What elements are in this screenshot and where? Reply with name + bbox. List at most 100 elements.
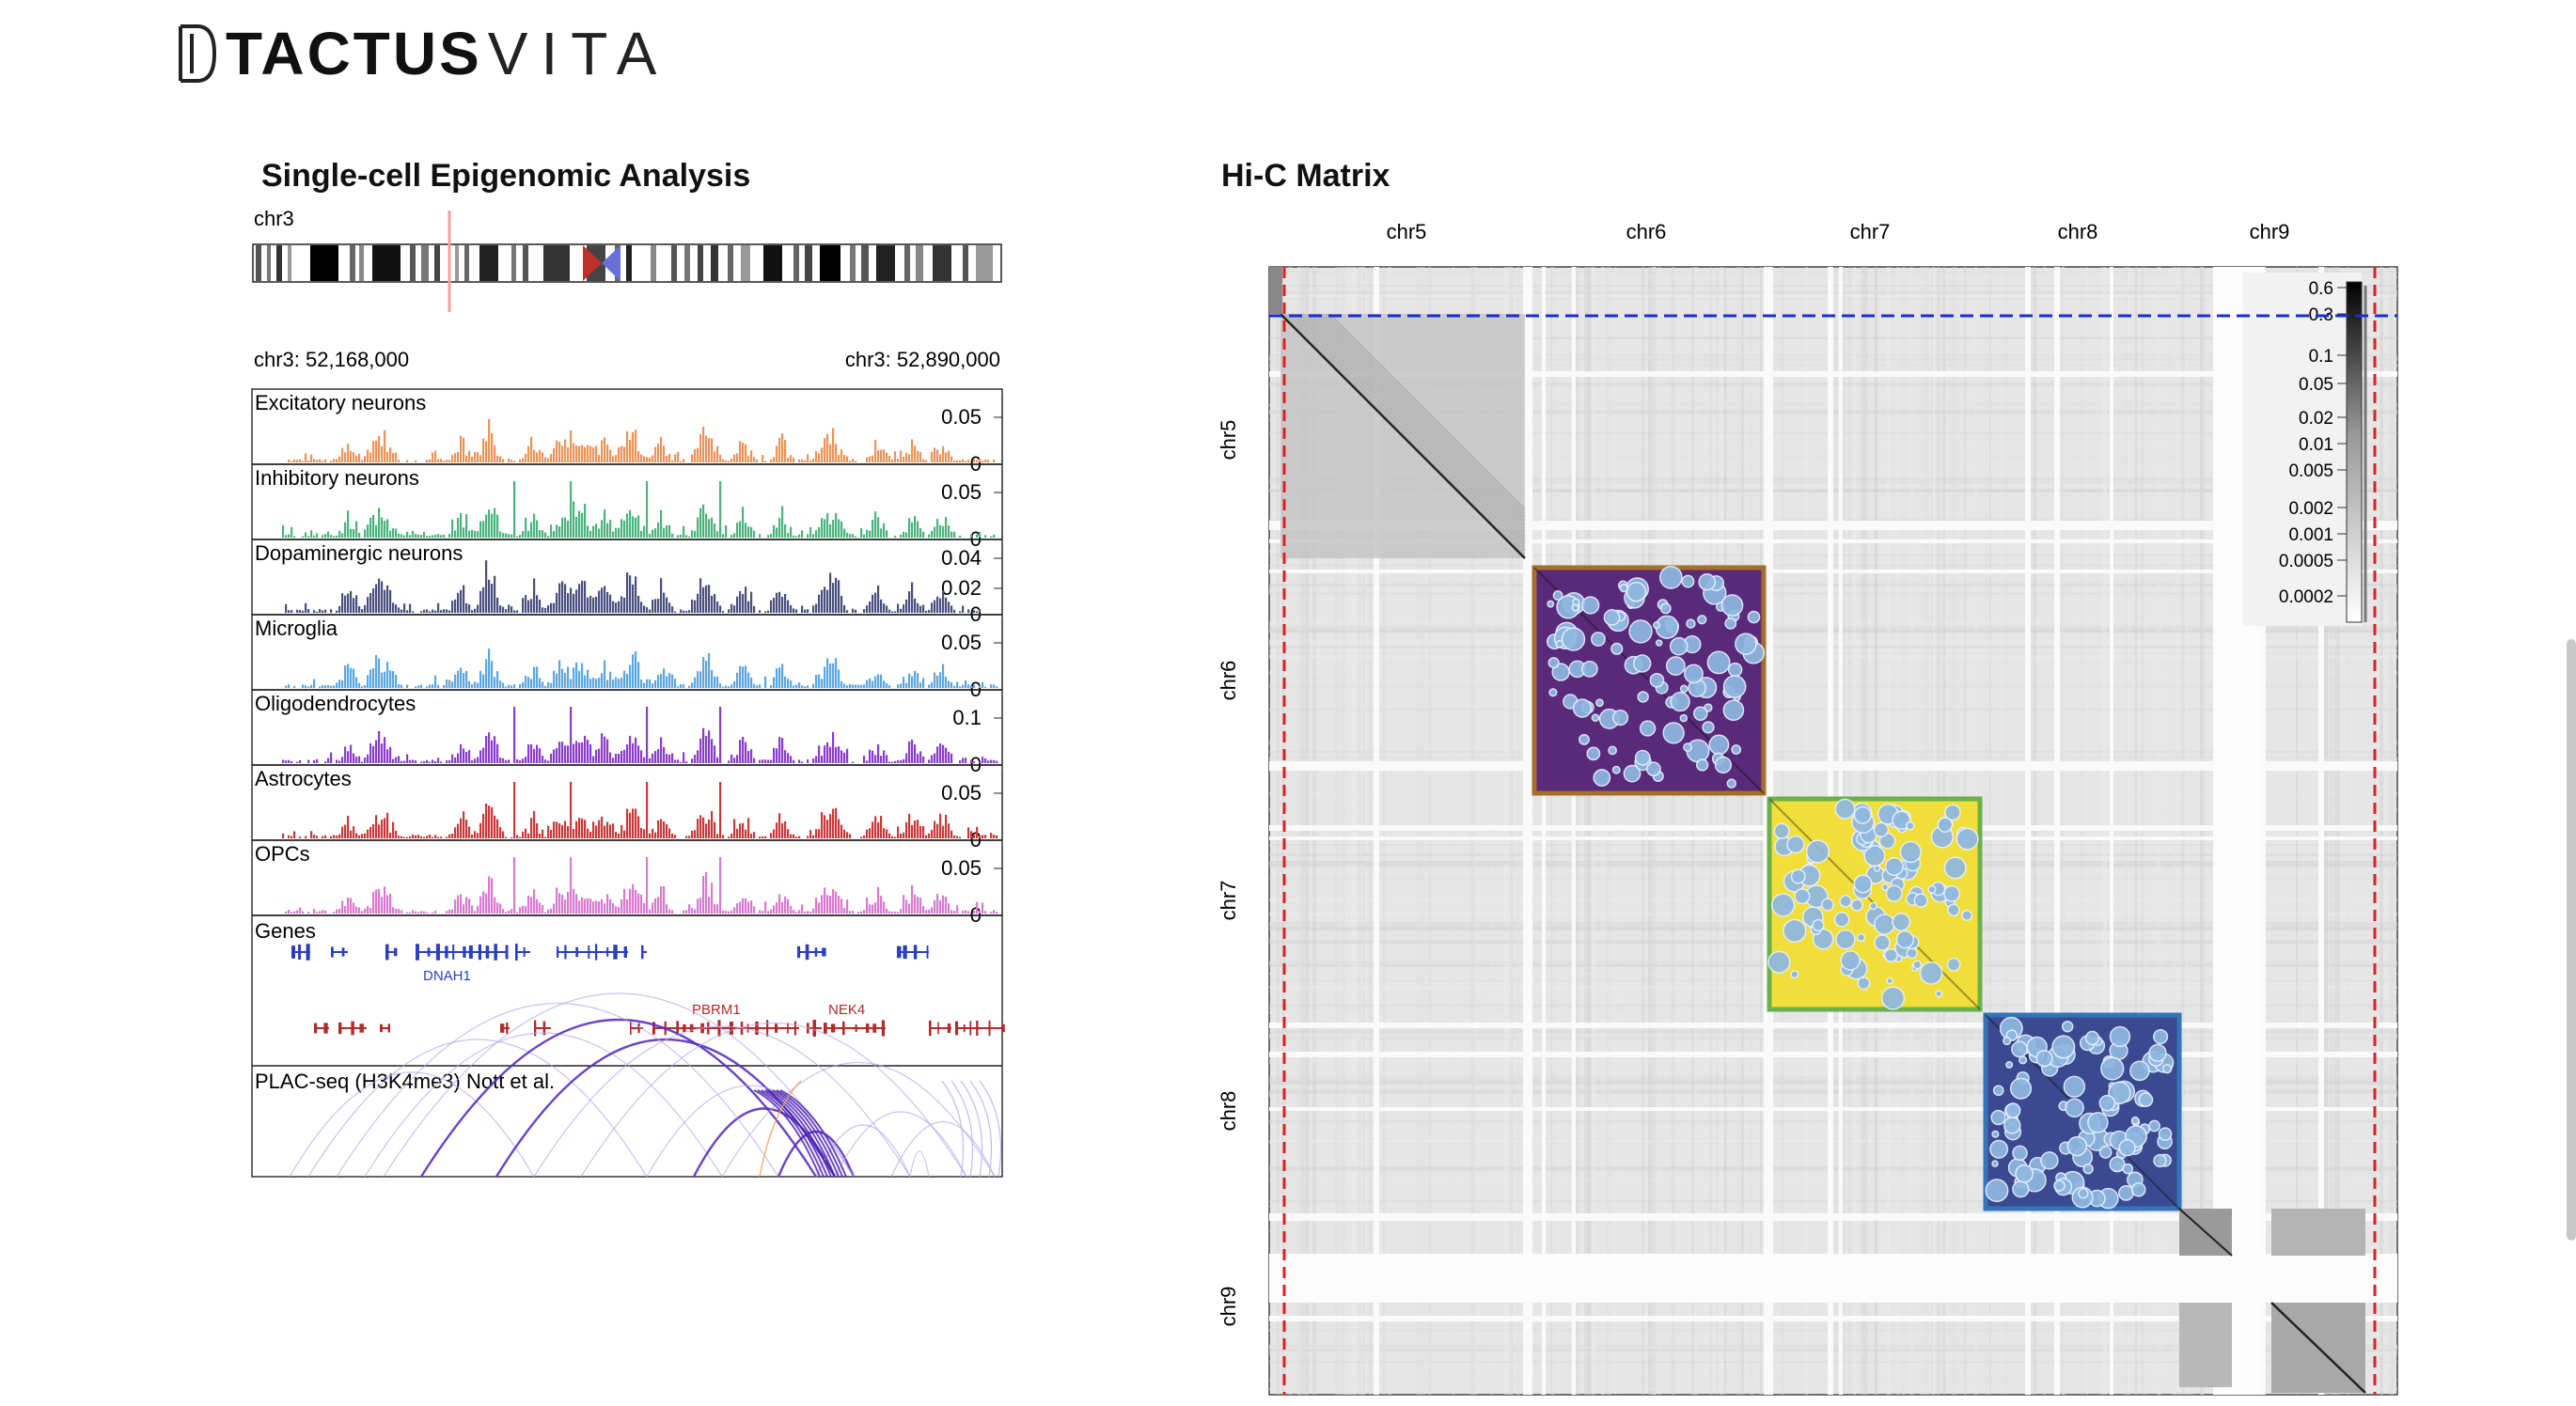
hic-interaction-bubble[interactable] [1884,856,1904,877]
hic-interaction-bubble[interactable] [1610,642,1624,655]
hic-interaction-bubble[interactable] [1857,976,1871,991]
chromosome-ideogram[interactable] [252,211,1002,312]
hic-interaction-bubble[interactable] [1720,594,1744,617]
hic-highlight-block-chr7[interactable] [1767,796,1983,1012]
hic-matrix-chart[interactable]: chr5chr5chr6chr6chr7chr7chr8chr8chr9chr9… [1213,214,2407,1406]
hic-interaction-bubble[interactable] [1835,929,1856,950]
hic-interaction-bubble[interactable] [1895,930,1915,949]
hic-interaction-bubble[interactable] [2053,1179,2066,1192]
hic-interaction-bubble[interactable] [2035,1049,2053,1068]
hic-interaction-bubble[interactable] [1956,827,1979,851]
hic-interaction-bubble[interactable] [1892,810,1911,830]
hic-interaction-bubble[interactable] [2109,1025,2131,1048]
hic-interaction-bubble[interactable] [1619,584,1628,593]
hic-interaction-bubble[interactable] [2002,1036,2012,1046]
hic-interaction-bubble[interactable] [1886,976,1893,985]
hic-interaction-bubble[interactable] [1947,903,1960,917]
hic-interaction-bubble[interactable] [1790,868,1806,884]
hic-interaction-bubble[interactable] [2153,1153,2167,1168]
hic-interaction-bubble[interactable] [1639,720,1657,737]
hic-interaction-bubble[interactable] [2100,1056,2125,1081]
hic-interaction-bubble[interactable] [2066,1135,2088,1157]
hic-interaction-bubble[interactable] [2131,1182,2146,1197]
hic-interaction-bubble[interactable] [1912,960,1923,970]
hic-interaction-bubble[interactable] [1747,610,1761,624]
hic-interaction-bubble[interactable] [1794,888,1811,905]
hic-interaction-bubble[interactable] [1805,839,1830,864]
hic-interaction-bubble[interactable] [1991,1160,1999,1167]
hic-interaction-bubble[interactable] [1961,910,1973,922]
hic-interaction-bubble[interactable] [1591,713,1600,723]
hic-interaction-bubble[interactable] [1623,764,1641,783]
hic-interaction-bubble[interactable] [1547,657,1560,669]
hic-interaction-bubble[interactable] [1874,934,1891,951]
hic-interaction-bubble[interactable] [2078,1188,2089,1199]
hic-interaction-bubble[interactable] [1595,698,1604,708]
hic-interaction-bubble[interactable] [2051,1035,2076,1059]
hic-interaction-bubble[interactable] [1935,990,1943,998]
hic-interaction-bubble[interactable] [1659,566,1683,589]
hic-interaction-bubble[interactable] [1874,914,1895,935]
hic-interaction-bubble[interactable] [2012,1145,2028,1162]
hic-interaction-bubble[interactable] [1853,805,1872,824]
hic-highlight-block-chr8[interactable] [1983,1012,2182,1211]
hic-interaction-bubble[interactable] [1593,769,1611,787]
hic-interaction-bubble[interactable] [1834,798,1856,820]
hic-interaction-bubble[interactable] [1646,761,1661,777]
hic-interaction-bubble[interactable] [2158,1127,2173,1142]
hic-interaction-bubble[interactable] [1684,664,1704,684]
hic-interaction-bubble[interactable] [1991,1130,2000,1138]
hic-interaction-bubble[interactable] [2015,1164,2034,1183]
hic-interaction-bubble[interactable] [1927,884,1937,895]
hic-highlight-block-chr6[interactable] [1531,565,1767,796]
hic-interaction-bubble[interactable] [1579,733,1590,745]
hic-matrix[interactable]: 0.60.30.10.050.020.010.0050.0020.0010.00… [1268,266,2398,1396]
hic-interaction-bubble[interactable] [2084,1030,2100,1046]
hic-interaction-bubble[interactable] [1706,650,1731,675]
hic-interaction-bubble[interactable] [1869,901,1878,911]
hic-interaction-bubble[interactable] [1873,821,1890,838]
hic-interaction-bubble[interactable] [1659,602,1672,615]
hic-interaction-bubble[interactable] [1611,709,1629,726]
hic-interaction-bubble[interactable] [2109,1156,2126,1173]
hic-interaction-bubble[interactable] [1683,742,1692,753]
hic-interaction-bubble[interactable] [1881,883,1890,891]
hic-interaction-bubble[interactable] [2122,1163,2134,1175]
hic-interaction-bubble[interactable] [2011,1040,2028,1058]
hic-interaction-bubble[interactable] [2118,1184,2134,1201]
hic-interaction-bubble[interactable] [1708,734,1730,756]
hic-interaction-bubble[interactable] [1839,895,1852,908]
hic-interaction-bubble[interactable] [2130,1116,2140,1125]
hic-interaction-bubble[interactable] [2098,1145,2113,1159]
hic-interaction-bubble[interactable] [2005,1060,2014,1069]
hic-interaction-bubble[interactable] [1681,574,1695,588]
hic-interaction-bubble[interactable] [2040,1151,2059,1170]
hic-interaction-bubble[interactable] [2018,1055,2028,1065]
hic-interaction-bubble[interactable] [1552,590,1563,601]
hic-interaction-bubble[interactable] [1608,745,1617,756]
hic-guide-lines[interactable] [1269,267,2397,1395]
hic-interaction-bubble[interactable] [1905,820,1915,831]
hic-interaction-bubble[interactable] [1634,749,1651,766]
hic-interaction-bubble[interactable] [1786,835,1805,854]
hic-interaction-bubble[interactable] [1547,600,1555,608]
hic-interaction-bubble[interactable] [2087,1112,2109,1133]
hic-interaction-bubble[interactable] [1989,1139,2009,1159]
hic-interaction-bubble[interactable] [1833,912,1850,928]
hic-interaction-bubble[interactable] [1892,913,1911,931]
hic-interaction-bubble[interactable] [2138,1092,2154,1108]
hic-interaction-bubble[interactable] [1906,947,1918,960]
hic-interaction-bubble[interactable] [1783,918,1807,944]
hic-interaction-bubble[interactable] [1722,675,1747,698]
hic-interaction-bubble[interactable] [1665,656,1686,676]
hic-interaction-bubble[interactable] [1812,918,1825,932]
hic-interaction-bubble[interactable] [2152,1028,2169,1045]
hic-interaction-bubble[interactable] [2063,1075,2086,1098]
hic-interaction-bubble[interactable] [1856,932,1866,943]
hic-interaction-bubble[interactable] [1679,713,1689,723]
hic-interaction-bubble[interactable] [1850,898,1863,912]
hic-interaction-bubble[interactable] [1697,615,1707,625]
hic-interaction-bubble[interactable] [1943,856,1967,880]
hic-interaction-bubble[interactable] [2108,1081,2131,1105]
hic-interaction-bubble[interactable] [1572,698,1593,718]
